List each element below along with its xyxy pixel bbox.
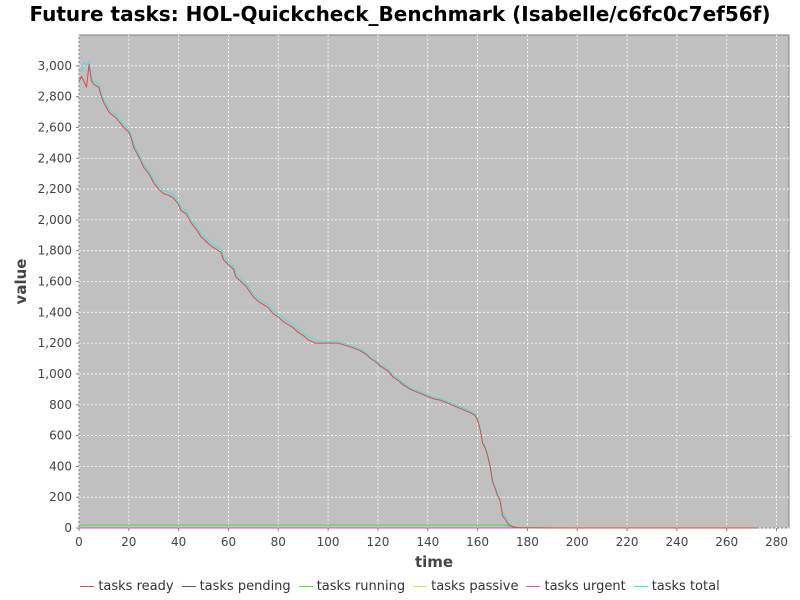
y-tick-label: 1,200: [38, 336, 72, 350]
legend-swatch: [298, 586, 313, 587]
x-tick-label: 260: [715, 535, 738, 549]
series-line-tasks-ready: [78, 64, 757, 529]
x-tick-label: 240: [665, 535, 688, 549]
legend-label: tasks ready: [98, 579, 174, 594]
legend-label: tasks running: [316, 579, 406, 594]
y-tick-label: 600: [49, 429, 72, 443]
y-tick-label: 2,200: [38, 182, 72, 196]
x-tick-label: 140: [416, 535, 439, 549]
y-tick-label: 0: [64, 521, 72, 535]
x-tick-label: 0: [75, 535, 83, 549]
x-tick-label: 40: [171, 535, 186, 549]
legend-label: tasks urgent: [544, 579, 626, 594]
y-tick-label: 1,600: [38, 275, 72, 289]
y-tick-label: 3,000: [38, 59, 72, 73]
x-tick-label: 220: [616, 535, 639, 549]
y-tick-label: 200: [49, 490, 72, 504]
legend: tasks ready tasks pending tasks running tas…: [0, 579, 800, 594]
y-tick-label: 1,800: [38, 244, 72, 258]
x-tick-label: 160: [466, 535, 489, 549]
y-tick-label: 1,000: [38, 367, 72, 381]
y-tick-label: 1,400: [38, 305, 72, 319]
x-tick-label: 60: [221, 535, 236, 549]
legend-swatch: [80, 586, 95, 587]
legend-item: tasks total: [633, 579, 720, 594]
y-tick-label: 400: [49, 459, 72, 473]
legend-label: tasks passive: [431, 579, 519, 594]
x-tick-label: 120: [366, 535, 389, 549]
legend-label: tasks pending: [199, 579, 291, 594]
x-axis-label: time: [415, 553, 453, 571]
y-tick-label: 2,600: [38, 120, 72, 134]
chart-title: Future tasks: HOL-Quickcheck_Benchmark (…: [29, 2, 771, 26]
x-tick-label: 280: [765, 535, 788, 549]
x-tick-label: 200: [566, 535, 589, 549]
y-tick-label: 2,000: [38, 213, 72, 227]
legend-item: tasks urgent: [526, 579, 626, 594]
legend-item: tasks pending: [181, 579, 291, 594]
x-tick-label: 20: [121, 535, 136, 549]
x-tick-label: 180: [516, 535, 539, 549]
y-tick-label: 2,400: [38, 151, 72, 165]
legend-item: tasks passive: [413, 579, 518, 594]
x-tick-label: 100: [317, 535, 340, 549]
y-tick-label: 800: [49, 398, 72, 412]
legend-item: tasks running: [298, 579, 406, 594]
legend-swatch: [181, 586, 196, 587]
legend-item: tasks ready: [80, 579, 174, 594]
legend-swatch: [526, 586, 541, 587]
legend-swatch: [633, 586, 648, 587]
legend-label: tasks total: [651, 579, 720, 594]
plot-area: [78, 34, 790, 529]
y-tick-label: 2,800: [38, 90, 72, 104]
x-tick-label: 80: [271, 535, 286, 549]
y-axis-label: value: [12, 259, 30, 305]
legend-swatch: [413, 586, 428, 587]
